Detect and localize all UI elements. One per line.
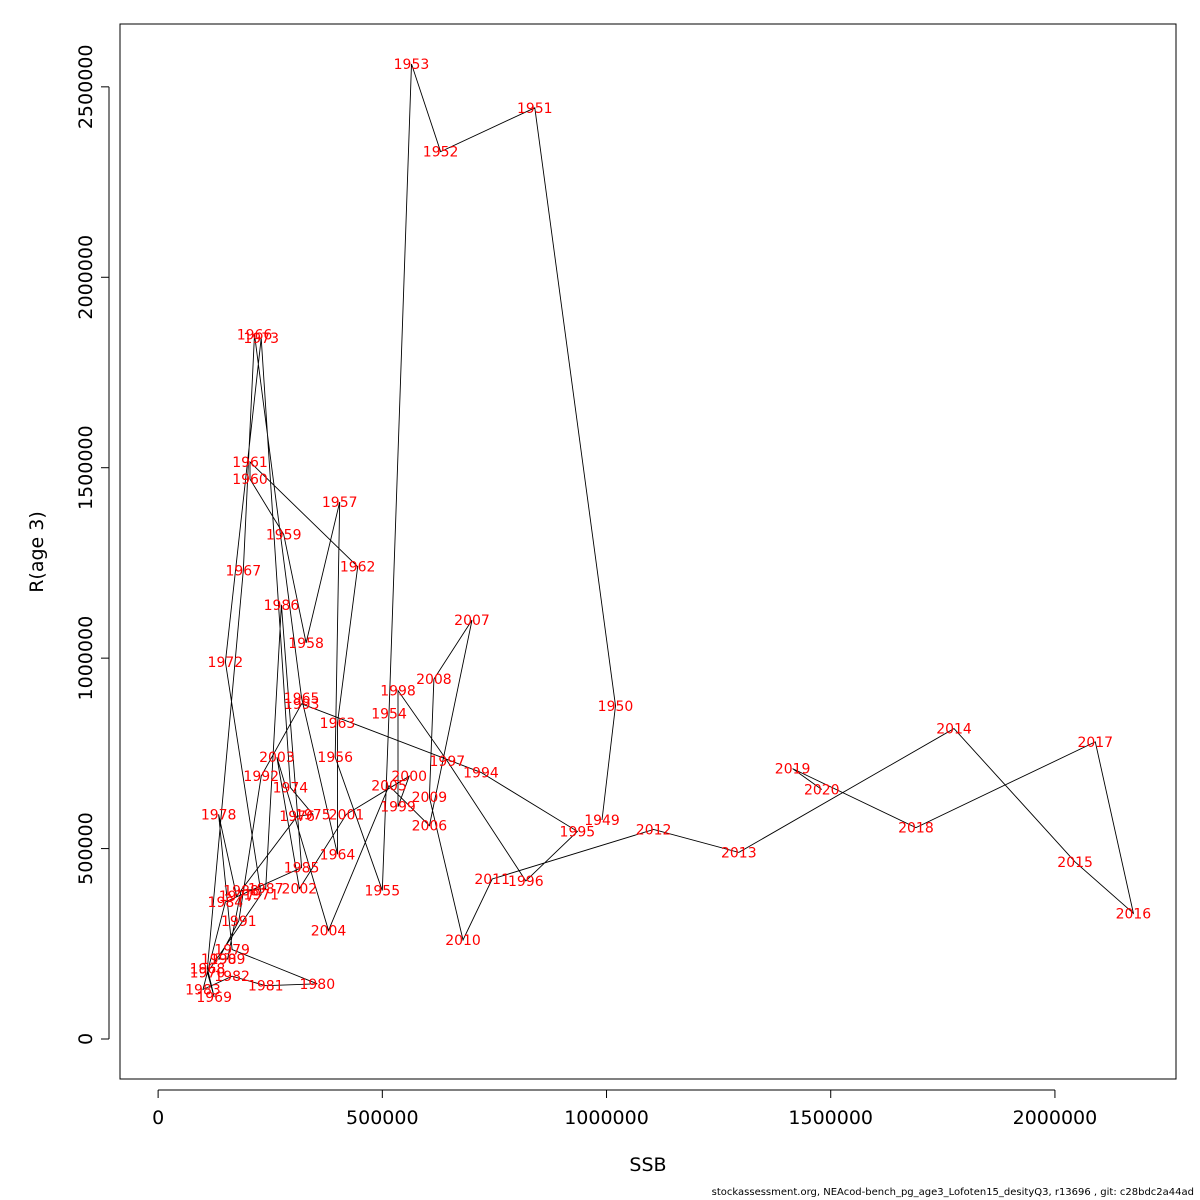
year-label-1978: 1978 — [201, 807, 237, 823]
plot-frame — [119, 23, 1177, 1080]
year-label-2018: 2018 — [898, 821, 934, 837]
x-tick-label: 0 — [152, 1107, 164, 1129]
year-label-2011: 2011 — [474, 872, 510, 888]
year-label-2005: 2005 — [371, 779, 407, 795]
year-label-1959: 1959 — [266, 527, 302, 543]
year-label-2015: 2015 — [1057, 855, 1093, 871]
year-label-1993: 1993 — [284, 697, 320, 713]
year-label-2019: 2019 — [775, 762, 811, 778]
year-label-1992: 1992 — [243, 769, 279, 785]
year-label-1966: 1966 — [237, 327, 273, 343]
year-label-2007: 2007 — [454, 613, 490, 629]
year-label-1994: 1994 — [463, 765, 499, 781]
year-label-2008: 2008 — [416, 672, 452, 688]
year-label-1952: 1952 — [423, 145, 459, 161]
year-label-1956: 1956 — [317, 750, 353, 766]
year-label-1990: 1990 — [201, 952, 237, 968]
year-label-1964: 1964 — [320, 847, 356, 863]
x-tick-label: 1000000 — [564, 1107, 649, 1129]
year-label-2010: 2010 — [445, 933, 481, 949]
year-label-1984: 1984 — [208, 895, 244, 911]
y-tick-label: 0 — [75, 1033, 97, 1045]
y-axis: 0 500000 1000000 1500000 2000000 2500000 — [75, 45, 110, 1045]
y-axis-label: R(age 3) — [26, 511, 48, 593]
year-label-1967: 1967 — [225, 564, 261, 580]
year-label-1953: 1953 — [394, 57, 430, 73]
year-label-2004: 2004 — [311, 923, 347, 939]
year-label-1997: 1997 — [430, 754, 466, 770]
year-label-1987: 1987 — [248, 882, 284, 898]
year-label-1999: 1999 — [380, 800, 416, 816]
year-label-2020: 2020 — [804, 783, 840, 799]
year-labels: 1949 1950 1951 1952 1953 1954 1955 1956 1957 1958… — [185, 57, 1151, 1006]
year-label-1973: 1973 — [243, 331, 279, 347]
year-label-1988: 1988 — [223, 883, 259, 899]
year-label-2009: 2009 — [412, 790, 448, 806]
year-label-1976: 1976 — [279, 809, 315, 825]
year-label-1977: 1977 — [219, 889, 255, 905]
year-label-1969: 1969 — [196, 990, 232, 1006]
year-label-1961: 1961 — [232, 455, 268, 471]
year-label-2017: 2017 — [1077, 735, 1113, 751]
year-label-1963: 1963 — [320, 716, 356, 732]
x-tick-label: 500000 — [346, 1107, 419, 1129]
year-label-2000: 2000 — [391, 769, 427, 785]
year-label-1955: 1955 — [364, 883, 400, 899]
year-label-1968: 1968 — [190, 962, 226, 978]
y-tick-label: 2500000 — [75, 45, 97, 130]
year-label-1965: 1965 — [284, 691, 320, 707]
year-label-1972: 1972 — [208, 655, 244, 671]
x-tick-label: 2000000 — [1013, 1107, 1098, 1129]
year-label-1985: 1985 — [284, 861, 320, 877]
footer-credit: stockassessment.org, NEAcod-bench_pg_age… — [711, 1187, 1194, 1198]
year-label-1957: 1957 — [322, 495, 358, 511]
year-label-2013: 2013 — [721, 845, 757, 861]
year-label-1991: 1991 — [221, 914, 257, 930]
year-label-1979: 1979 — [214, 943, 250, 959]
year-label-1962: 1962 — [340, 560, 376, 576]
year-label-1960: 1960 — [232, 472, 268, 488]
year-label-1982: 1982 — [214, 969, 250, 985]
year-label-1949: 1949 — [584, 813, 620, 829]
y-tick-label: 2000000 — [75, 235, 97, 320]
x-axis: 0 500000 1000000 1500000 2000000 — [152, 1089, 1098, 1129]
y-tick-label: 500000 — [75, 812, 97, 885]
year-label-1951: 1951 — [517, 101, 553, 117]
x-axis-label: SSB — [629, 1154, 666, 1176]
year-label-1996: 1996 — [508, 874, 544, 890]
x-tick-label: 1500000 — [788, 1107, 873, 1129]
year-label-1971: 1971 — [243, 887, 279, 903]
year-label-1975: 1975 — [295, 807, 331, 823]
recruitment-trajectory-line — [202, 63, 1135, 998]
year-label-1986: 1986 — [264, 598, 300, 614]
year-label-2014: 2014 — [936, 722, 972, 738]
year-label-2012: 2012 — [636, 823, 672, 839]
year-label-1954: 1954 — [371, 706, 407, 722]
year-label-1950: 1950 — [598, 699, 634, 715]
year-label-1995: 1995 — [560, 824, 596, 840]
year-label-1980: 1980 — [299, 977, 335, 993]
year-label-2003: 2003 — [259, 750, 295, 766]
year-label-1974: 1974 — [273, 781, 309, 797]
year-label-1970: 1970 — [190, 965, 226, 981]
year-label-1983: 1983 — [185, 982, 221, 998]
year-label-1989: 1989 — [210, 952, 246, 968]
year-label-2001: 2001 — [329, 807, 365, 823]
year-label-2002: 2002 — [282, 882, 318, 898]
year-label-1958: 1958 — [288, 636, 324, 652]
year-label-1981: 1981 — [248, 979, 284, 995]
year-label-2006: 2006 — [412, 819, 448, 835]
y-tick-label: 1500000 — [75, 425, 97, 510]
year-label-1998: 1998 — [380, 684, 416, 700]
year-label-2016: 2016 — [1116, 906, 1152, 922]
y-tick-label: 1000000 — [75, 616, 97, 701]
